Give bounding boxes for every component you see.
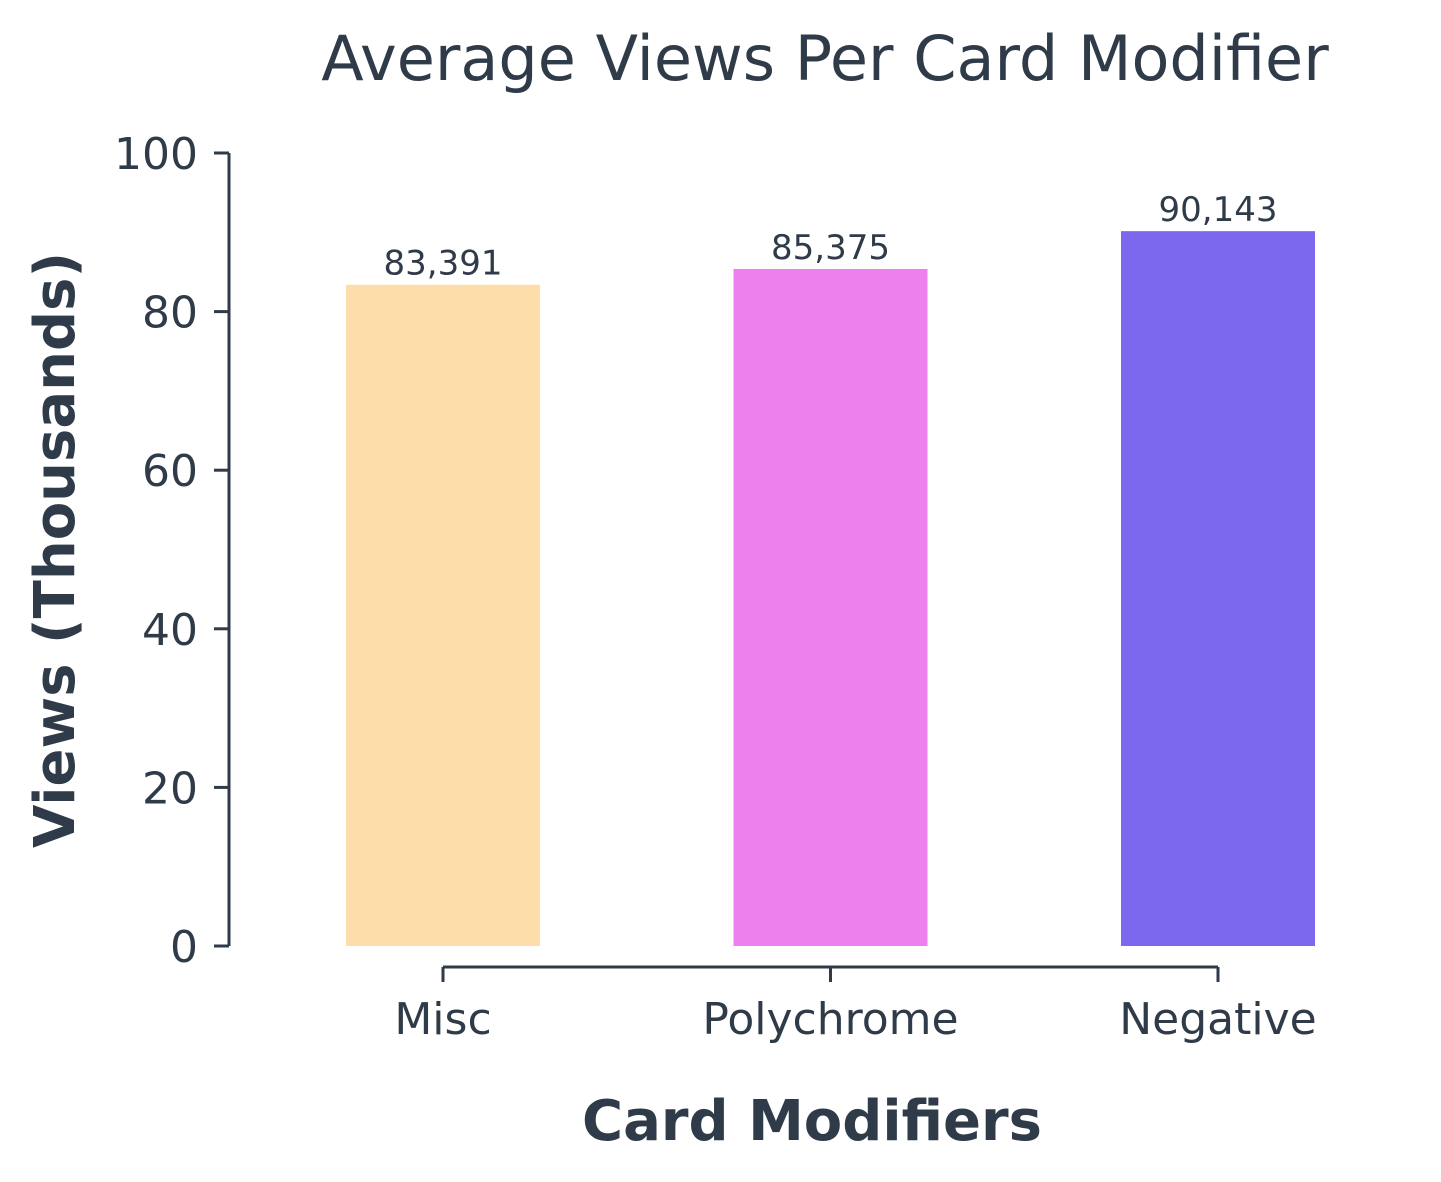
- bar-negative: [1121, 231, 1315, 946]
- y-tick-label: 40: [142, 605, 198, 656]
- x-tick-label: Polychrome: [702, 994, 958, 1045]
- x-tick-label: Misc: [394, 994, 491, 1045]
- y-ticks: 0 20 40 60 80 100: [114, 129, 229, 973]
- chart-title: Average Views Per Card Modifier: [321, 22, 1329, 95]
- y-tick-label: 20: [142, 763, 198, 814]
- y-tick-label: 0: [170, 922, 198, 973]
- bar-misc: [346, 284, 540, 947]
- bar-value-label: 90,143: [1159, 190, 1278, 230]
- x-axis-label: Card Modifiers: [582, 1089, 1042, 1154]
- y-tick-label: 80: [142, 288, 198, 339]
- x-tick-label: Negative: [1119, 994, 1316, 1045]
- y-tick-label: 100: [114, 129, 198, 180]
- bar-value-label: 83,391: [384, 244, 503, 284]
- bar-polychrome: [733, 268, 928, 946]
- y-tick-label: 60: [142, 446, 198, 497]
- bars: 83,391 85,375 90,143: [346, 190, 1315, 947]
- y-axis-label: Views (Thousands): [23, 252, 88, 848]
- bar-value-label: 85,375: [771, 228, 890, 268]
- x-ticks: Misc Polychrome Negative: [394, 967, 1317, 1045]
